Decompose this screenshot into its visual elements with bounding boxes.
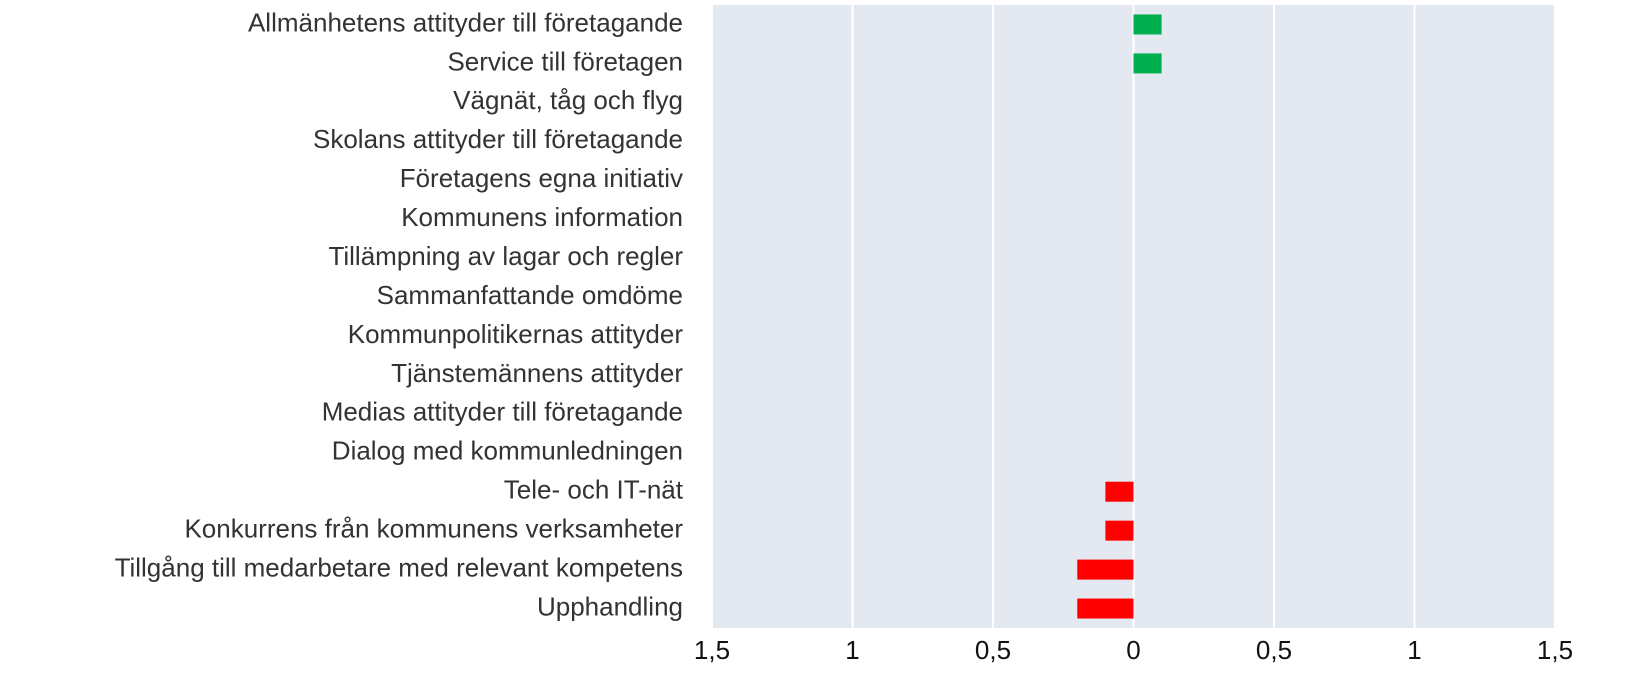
y-tick-label: Tele- och IT-nät bbox=[504, 475, 684, 505]
y-tick-label: Service till företagen bbox=[447, 46, 683, 76]
x-tick-label: 1 bbox=[845, 635, 859, 665]
x-tick-label: 1,5 bbox=[694, 635, 730, 665]
y-tick-label: Tillgång till medarbetare med relevant k… bbox=[115, 552, 683, 582]
y-tick-label: Kommunpolitikernas attityder bbox=[348, 319, 684, 349]
bar bbox=[1133, 53, 1162, 74]
bar bbox=[1133, 14, 1162, 35]
y-tick-label: Sammanfattande omdöme bbox=[377, 280, 683, 310]
x-tick-label: 0,5 bbox=[1256, 635, 1292, 665]
y-tick-label: Företagens egna initiativ bbox=[400, 163, 683, 193]
bar bbox=[1077, 559, 1134, 580]
y-tick-label: Vägnät, tåg och flyg bbox=[453, 85, 683, 115]
x-tick-label: 0,5 bbox=[975, 635, 1011, 665]
y-tick-label: Tjänstemännens attityder bbox=[391, 358, 683, 388]
bar bbox=[1105, 481, 1134, 502]
y-tick-label: Allmänhetens attityder till företagande bbox=[248, 7, 683, 37]
y-tick-label: Konkurrens från kommunens verksamheter bbox=[184, 514, 683, 544]
y-tick-label: Medias attityder till företagande bbox=[322, 397, 683, 427]
y-tick-label: Skolans attityder till företagande bbox=[313, 124, 683, 154]
x-tick-label: 0 bbox=[1126, 635, 1140, 665]
y-tick-label: Upphandling bbox=[537, 591, 683, 621]
bar bbox=[1105, 520, 1134, 541]
x-tick-label: 1,5 bbox=[1537, 635, 1573, 665]
x-tick-label: 1 bbox=[1407, 635, 1421, 665]
y-tick-label: Kommunens information bbox=[401, 202, 683, 232]
y-tick-label: Tillämpning av lagar och regler bbox=[328, 241, 683, 271]
y-tick-label: Dialog med kommunledningen bbox=[332, 436, 683, 466]
bar bbox=[1077, 598, 1134, 619]
